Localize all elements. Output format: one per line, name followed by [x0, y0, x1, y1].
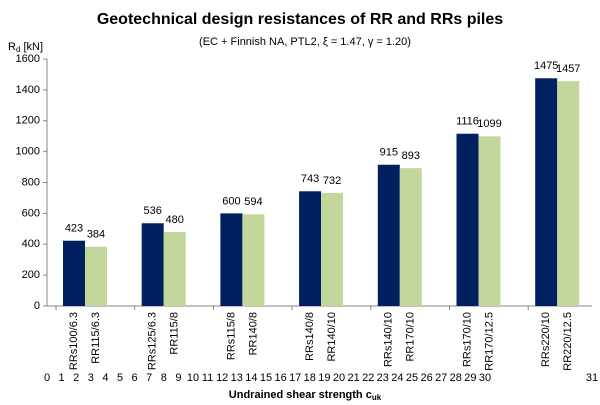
bar: [557, 81, 580, 306]
bar: [399, 168, 422, 306]
bar: [63, 240, 85, 306]
bar: [85, 246, 107, 306]
chart-subtitle: (EC + Finnish NA, PTL2, ξ = 1.47, γ = 1.…: [199, 36, 411, 48]
data-label: 1475: [534, 60, 558, 72]
axis-number: 12: [216, 372, 228, 384]
x-tick-label: RR170/10: [405, 312, 417, 362]
bar: [535, 78, 558, 306]
x-tick-label: RR115/6.3: [90, 312, 102, 364]
x-label-sub: uk: [372, 393, 382, 402]
bar: [220, 213, 243, 306]
x-tick-label: RRs140/10: [383, 312, 395, 367]
axis-number: 8: [161, 372, 167, 384]
y-label-main: R: [8, 41, 16, 53]
bar: [242, 214, 265, 306]
axis-number: 7: [146, 372, 152, 384]
data-label: 423: [65, 223, 83, 235]
axis-number: 4: [102, 372, 108, 384]
x-tick-label: RRs100/6.3: [68, 312, 80, 370]
axis-number: 28: [450, 372, 462, 384]
data-label: 480: [166, 214, 184, 226]
bar: [141, 223, 164, 306]
bar: [456, 133, 479, 306]
y-tick-label: 1600: [16, 53, 40, 65]
axis-number: 14: [245, 372, 257, 384]
axis-number: 24: [391, 372, 403, 384]
y-axis-label: Rd [kN]: [8, 41, 43, 54]
data-label: 384: [87, 229, 105, 241]
data-label: 732: [323, 175, 341, 187]
x-tick-label: RR220/12.5: [562, 312, 574, 371]
x-tick-label: RR170/12.5: [483, 312, 495, 371]
axis-number: 10: [187, 372, 199, 384]
data-label: 915: [380, 147, 398, 159]
x-label-main: Undrained shear strength c: [229, 389, 372, 401]
y-tick-label: 400: [22, 238, 40, 250]
bar: [377, 164, 400, 306]
axis-number: 18: [304, 372, 316, 384]
axis-number: 2: [73, 372, 79, 384]
data-label: 1099: [477, 118, 501, 130]
axis-number: 17: [289, 372, 301, 384]
axis-number: 9: [175, 372, 181, 384]
axis-number: 29: [464, 372, 476, 384]
axis-number: 30: [479, 372, 491, 384]
bar: [163, 231, 186, 306]
axis-number: 5: [117, 372, 123, 384]
x-tick-label: RRs115/8: [225, 312, 237, 360]
x-tick-label: RRs125/6.3: [147, 312, 159, 370]
x-tick-label: RRs220/10: [540, 312, 552, 367]
bar: [478, 136, 501, 306]
data-label: 743: [301, 173, 319, 185]
axis-number: 27: [435, 372, 447, 384]
axis-number: 25: [406, 372, 418, 384]
axis-number: 20: [333, 372, 345, 384]
data-label: 536: [144, 205, 162, 217]
y-tick-label: 0: [34, 300, 40, 312]
data-label: 893: [402, 150, 420, 162]
data-label: 594: [244, 196, 262, 208]
y-tick-label: 200: [22, 269, 40, 281]
x-tick-label: RR115/8: [169, 312, 181, 355]
axis-number: 0: [44, 372, 50, 384]
axis-number: 23: [377, 372, 389, 384]
x-axis-label: Undrained shear strength cuk: [229, 389, 382, 402]
axis-number: 15: [260, 372, 272, 384]
y-label-sub: d: [16, 45, 20, 54]
x-tick-label: RRs140/8: [304, 312, 316, 361]
axis-number: 1: [59, 372, 65, 384]
axis-number: 11: [202, 372, 213, 384]
y-tick-label: 1400: [16, 84, 40, 96]
axis-number: 26: [420, 372, 432, 384]
x-tick-label: RRs170/10: [461, 312, 473, 367]
y-label-unit: [kN]: [20, 41, 43, 53]
axis-number: 3: [88, 372, 94, 384]
chart-title: Geotechnical design resistances of RR an…: [97, 11, 503, 28]
y-tick-label: 600: [22, 207, 40, 219]
y-tick-label: 800: [22, 176, 40, 188]
x-tick-label: RR140/10: [326, 312, 338, 362]
axis-number: 22: [362, 372, 374, 384]
bar: [299, 191, 322, 306]
axis-number: 21: [347, 372, 359, 384]
x-tick-label: RR140/8: [247, 312, 259, 355]
axis-number: 16: [274, 372, 286, 384]
axis-number: 6: [132, 372, 138, 384]
axis-number: 31: [586, 372, 598, 384]
y-tick-label: 1200: [16, 115, 40, 127]
data-label: 1457: [556, 63, 580, 75]
bar: [321, 192, 344, 306]
data-label: 1116: [456, 116, 479, 128]
y-tick-label: 1000: [16, 146, 40, 158]
axis-number: 13: [231, 372, 243, 384]
axis-number: 19: [318, 372, 330, 384]
data-label: 600: [222, 195, 240, 207]
